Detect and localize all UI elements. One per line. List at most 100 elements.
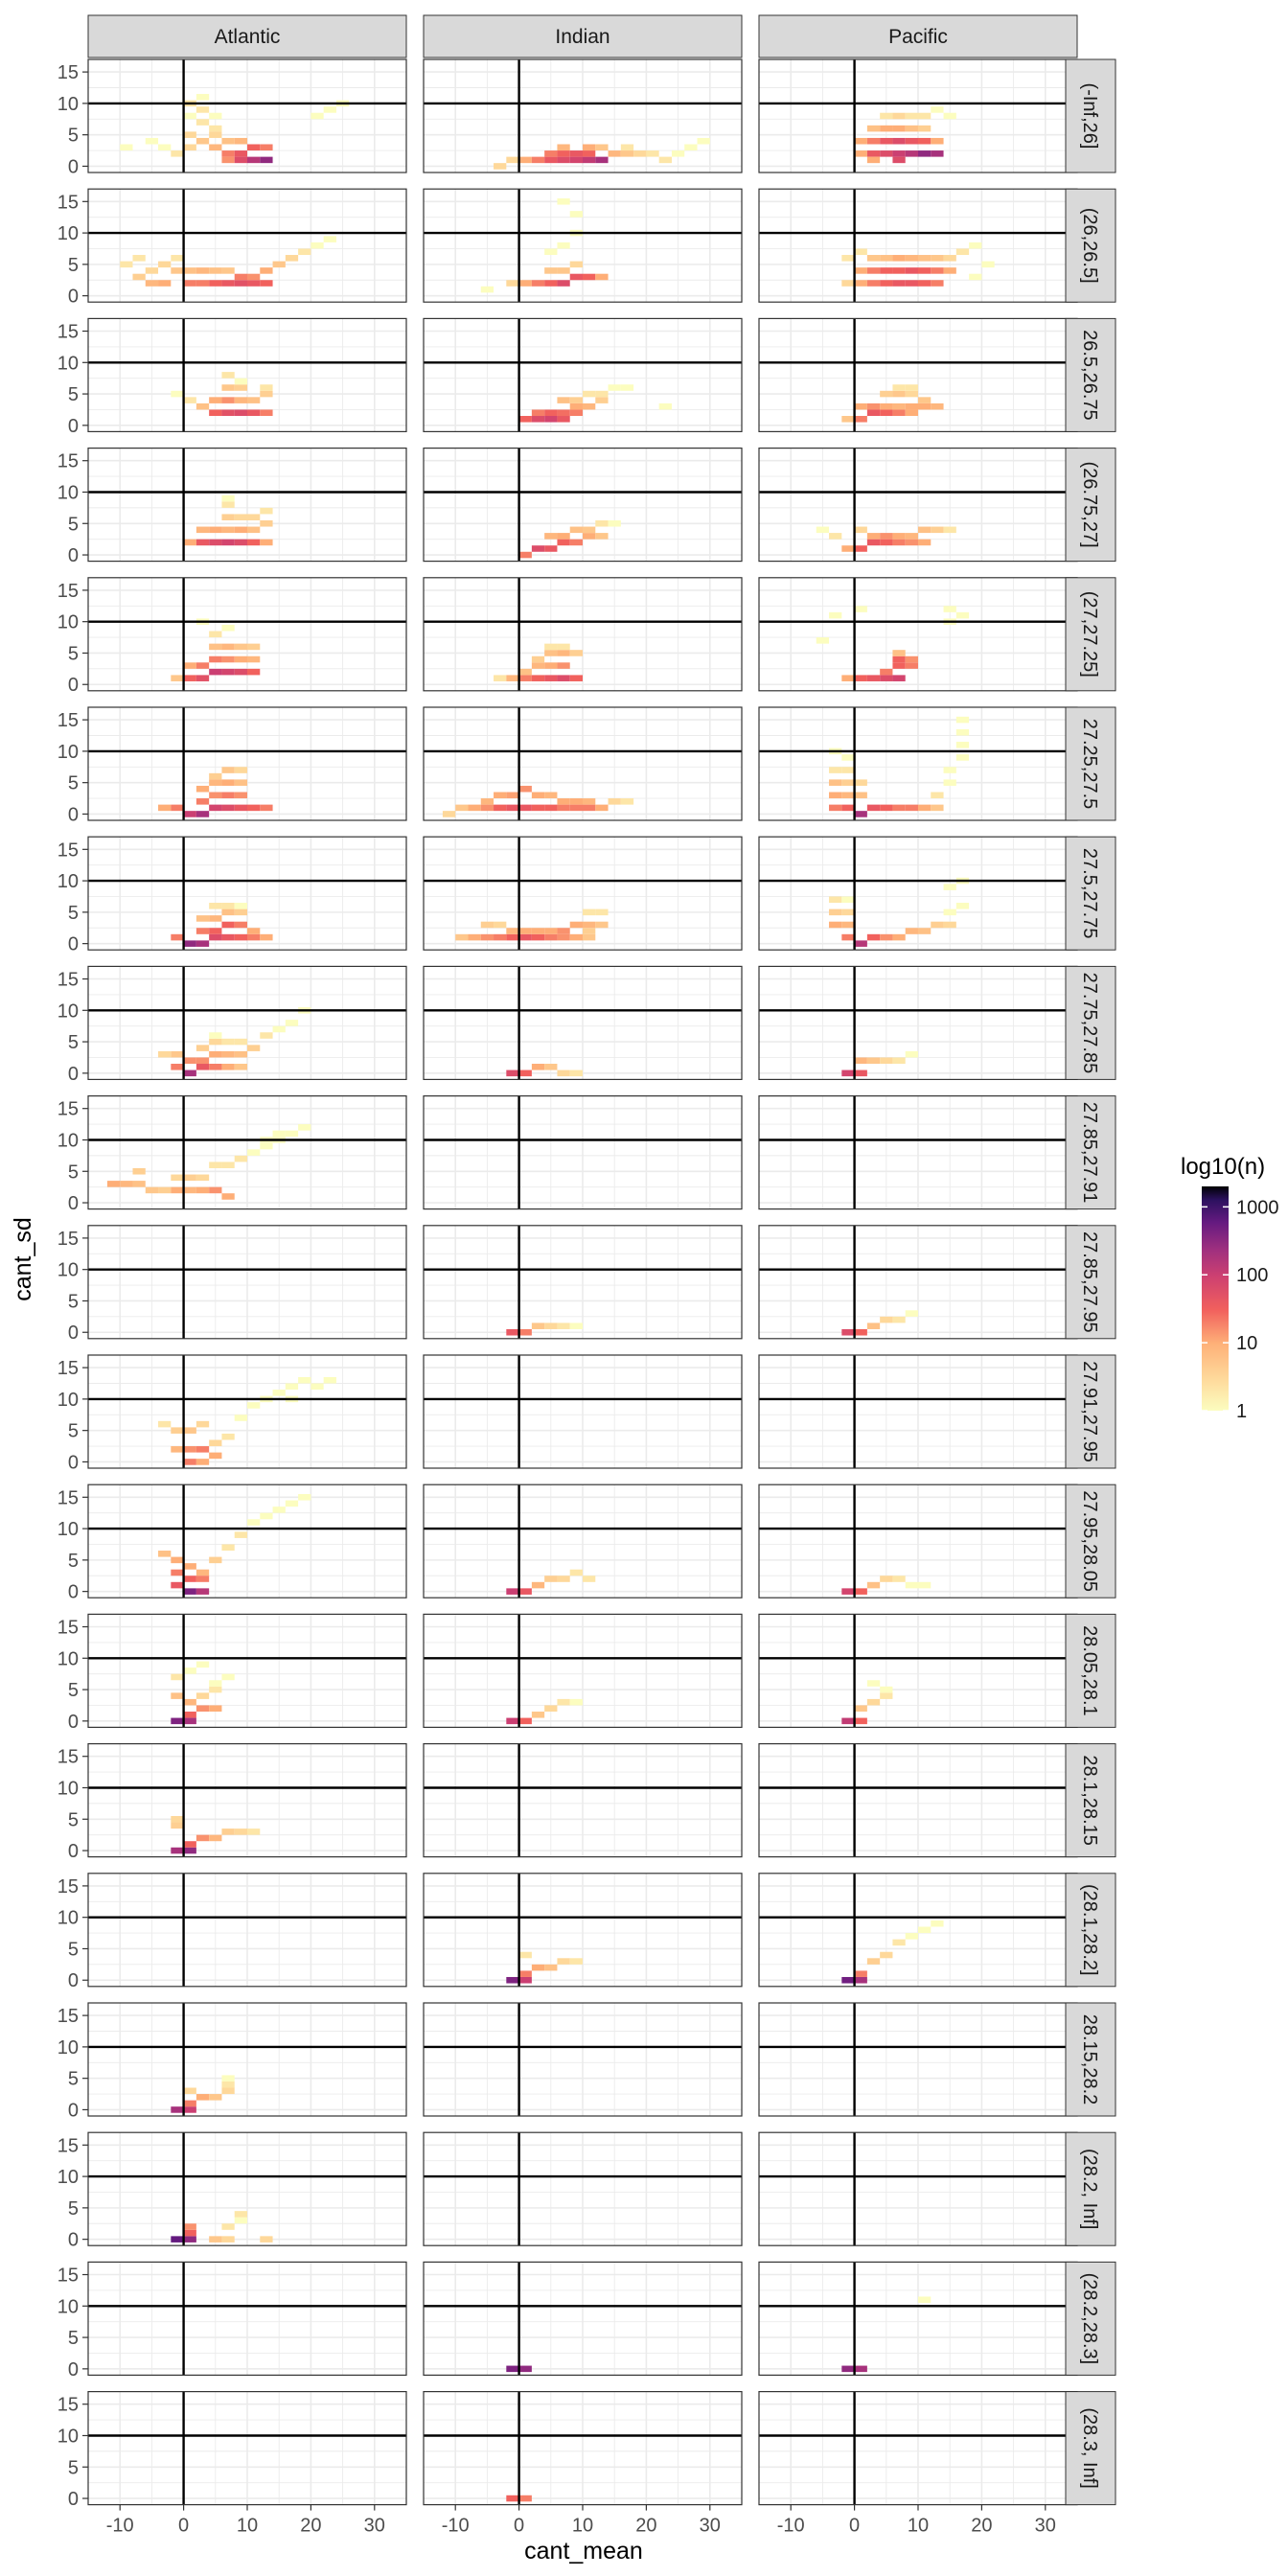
heatmap-tile	[854, 1057, 867, 1065]
heatmap-tile	[221, 1673, 235, 1681]
panel-pacific	[758, 2391, 1078, 2506]
y-tick-label: 10	[58, 223, 79, 244]
heatmap-tile	[892, 933, 906, 941]
heatmap-tile	[531, 928, 545, 934]
heatmap-tile	[866, 1581, 881, 1589]
panel-pacific	[758, 1354, 1078, 1469]
heatmap-tile	[918, 137, 932, 145]
heatmap-tile	[234, 2217, 247, 2224]
heatmap-tile	[196, 119, 210, 126]
heatmap-tile	[221, 494, 235, 502]
heatmap-tile	[234, 156, 247, 164]
heatmap-tile	[221, 137, 235, 145]
panel-border	[87, 577, 407, 692]
heatmap-tile	[196, 928, 210, 934]
panel-indian	[423, 2391, 743, 2506]
heatmap-tile	[854, 1070, 867, 1077]
panel-border	[87, 1225, 407, 1340]
heatmap-tile	[931, 402, 944, 410]
heatmap-tile	[620, 144, 634, 151]
heatmap-tile	[171, 1427, 184, 1434]
heatmap-tile	[209, 903, 222, 909]
panel-border	[87, 965, 407, 1081]
heatmap-tile	[892, 1316, 906, 1323]
heatmap-tile	[829, 767, 842, 773]
heatmap-tile	[518, 785, 532, 793]
heatmap-tile	[209, 125, 222, 132]
heatmap-tile	[260, 267, 273, 274]
heatmap-tile	[221, 767, 235, 773]
row-strip-label: 27.5,27.75	[1079, 848, 1100, 939]
column-strip-atlantic: Atlantic	[87, 14, 407, 58]
heatmap-tile	[260, 156, 273, 164]
y-tick-label: 10	[58, 612, 79, 633]
heatmap-tile	[854, 402, 867, 410]
heatmap-tile	[260, 1512, 273, 1520]
heatmap-tile	[866, 156, 881, 164]
heatmap-tile	[221, 908, 235, 916]
panel-atlantic	[87, 836, 407, 951]
heatmap-tile	[943, 606, 956, 612]
heatmap-tile	[234, 908, 247, 916]
heatmap-tile	[880, 409, 893, 417]
y-tick-label: 0	[68, 2489, 79, 2510]
heatmap-tile	[854, 792, 867, 799]
heatmap-tile	[247, 526, 261, 534]
heatmap-tile	[829, 611, 842, 619]
heatmap-tile	[183, 1427, 196, 1434]
heatmap-tile	[158, 144, 172, 151]
y-tick-label: 10	[58, 353, 79, 374]
heatmap-tile	[260, 390, 273, 398]
heatmap-tile	[544, 928, 558, 934]
heatmap-tile	[931, 280, 944, 287]
y-axis: 0 5 10 15	[58, 1229, 88, 1344]
heatmap-tile	[298, 1376, 311, 1384]
y-tick-label: 5	[68, 1032, 79, 1053]
row-strip-label: (-Inf,26]	[1079, 83, 1100, 150]
heatmap-tile	[841, 779, 855, 786]
heatmap-tile	[183, 144, 196, 151]
heatmap-tile	[931, 150, 944, 157]
heatmap-tile	[518, 1070, 532, 1077]
heatmap-tile	[829, 792, 842, 799]
panel-indian	[423, 706, 743, 821]
heatmap-tile	[841, 545, 855, 552]
heatmap-tile	[209, 539, 222, 546]
heatmap-tile	[544, 150, 558, 157]
heatmap-tile	[931, 792, 944, 799]
y-tick-label: 15	[58, 192, 79, 213]
y-tick-label: 10	[58, 1260, 79, 1281]
heatmap-tile	[544, 643, 558, 651]
y-tick-label: 5	[68, 1162, 79, 1183]
heatmap-tile	[310, 112, 324, 120]
heatmap-tile	[506, 675, 519, 681]
heatmap-tile	[310, 1383, 324, 1391]
strip-background	[1065, 448, 1116, 563]
heatmap-tile	[234, 150, 247, 157]
heatmap-tile	[196, 539, 210, 546]
heatmap-tile	[145, 1186, 159, 1194]
heatmap-tile	[518, 551, 532, 559]
heatmap-tile	[209, 131, 222, 138]
heatmap-tile	[854, 1970, 867, 1977]
y-tick-label: 5	[68, 1939, 79, 1960]
heatmap-tile	[531, 156, 545, 164]
y-tick-label: 10	[58, 2296, 79, 2317]
heatmap-tile	[918, 539, 932, 546]
heatmap-tile	[221, 1050, 235, 1058]
heatmap-tile	[931, 267, 944, 274]
panel-atlantic	[87, 1873, 407, 1988]
panel-grid	[87, 58, 1078, 2506]
heatmap-tile	[854, 1588, 867, 1595]
panel-atlantic	[87, 188, 407, 303]
panel-indian	[423, 58, 743, 173]
heatmap-tile	[866, 1680, 881, 1687]
heatmap-tile	[221, 267, 235, 274]
heatmap-tile	[221, 1038, 235, 1046]
heatmap-tile	[981, 261, 995, 268]
heatmap-tile	[544, 804, 558, 812]
column-strip-label: Indian	[555, 26, 610, 48]
heatmap-tile	[583, 526, 596, 534]
y-tick-label: 15	[58, 2395, 79, 2416]
heatmap-tile	[234, 1038, 247, 1046]
